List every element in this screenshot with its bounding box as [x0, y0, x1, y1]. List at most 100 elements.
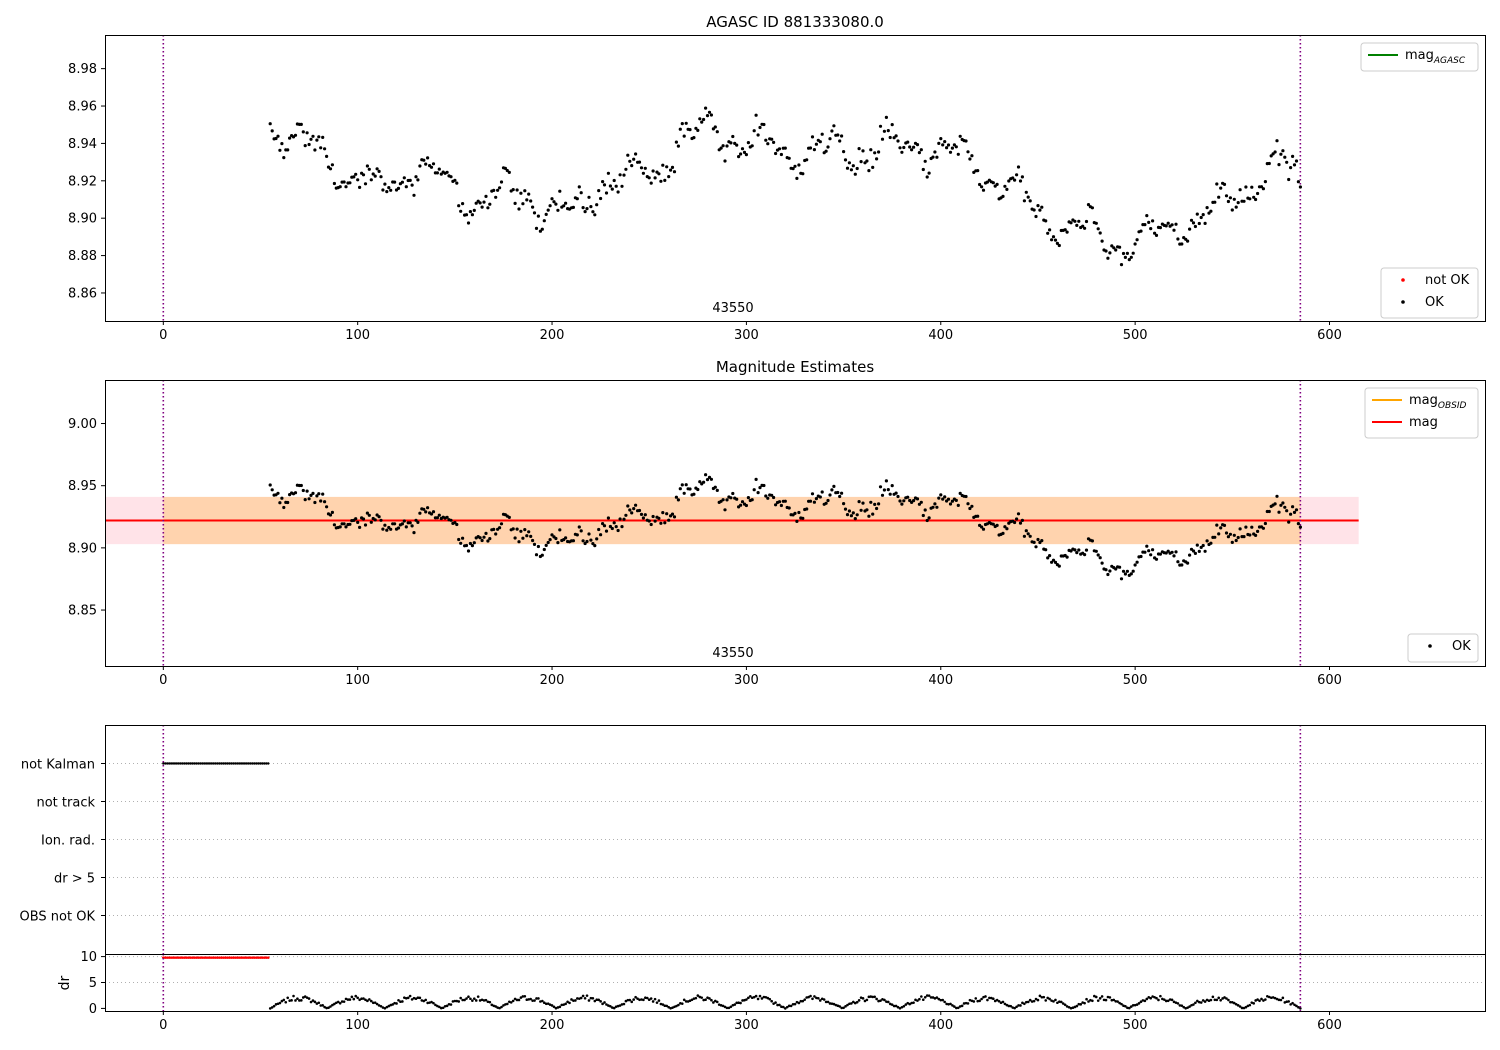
estimate-data-point [1154, 557, 1159, 561]
agasc-data-point [1040, 205, 1044, 209]
agasc-data-point [1001, 194, 1005, 198]
dr-ok-point [900, 1005, 904, 1009]
flag-mark [204, 762, 208, 765]
legend-label: magAGASC [1405, 48, 1466, 66]
estimate-data-point [1172, 554, 1176, 558]
dr-ok-point [566, 1000, 569, 1004]
agasc-data-point [1294, 159, 1299, 163]
estimate-data-point [626, 504, 630, 508]
estimate-data-point [1077, 548, 1081, 552]
legend-point-swatch [1401, 300, 1405, 304]
estimate-data-point [301, 488, 305, 493]
dr-ok-point [564, 1002, 567, 1006]
dr-ok-point [885, 1000, 888, 1003]
dr-ok-point [1166, 999, 1170, 1003]
estimate-data-point [330, 510, 334, 514]
agasc-data-point [579, 191, 583, 195]
x-tick-label-p0: 600 [1317, 328, 1342, 343]
estimate-data-point [550, 533, 554, 537]
dr-ok-point [649, 997, 653, 1000]
estimate-data-point [1098, 556, 1102, 560]
agasc-data-point [480, 205, 484, 209]
estimate-data-point [1158, 552, 1162, 556]
agasc-data-point [878, 124, 883, 128]
flag-mark [232, 762, 235, 765]
agasc-data-point [1077, 219, 1081, 223]
agasc-data-point [466, 221, 471, 225]
dr-ok-point [445, 1004, 449, 1008]
agasc-data-point [906, 140, 910, 144]
y-tick-label-p1: 8.95 [68, 479, 97, 494]
agasc-data-point [344, 185, 348, 189]
agasc-data-point [1224, 194, 1229, 198]
agasc-data-point [311, 134, 315, 138]
dr-ok-point [739, 1001, 742, 1005]
flag-mark [177, 762, 181, 765]
agasc-data-point [1296, 180, 1300, 184]
flag-mark [253, 762, 256, 765]
dr-ok-point [1040, 995, 1044, 999]
agasc-data-point [801, 172, 805, 176]
dr-ok-point [918, 997, 921, 1001]
dr-ok-point [541, 999, 544, 1003]
agasc-data-point [931, 155, 935, 159]
estimate-data-point [418, 511, 422, 515]
dr-ok-point [368, 998, 371, 1001]
estimate-data-point [1238, 527, 1242, 531]
estimate-data-point [1234, 538, 1238, 543]
estimate-data-point [676, 498, 681, 502]
agasc-data-point [968, 157, 972, 161]
dr-ok-point [366, 999, 369, 1003]
agasc-data-point [529, 199, 533, 203]
estimate-data-point [1050, 560, 1054, 564]
estimate-data-point [838, 494, 842, 499]
agasc-data-point [669, 168, 673, 172]
dr-ok-point [1215, 998, 1219, 1002]
dr-ok-point [923, 995, 927, 999]
estimate-data-point [1191, 549, 1196, 553]
panel-estimates-title: Magnitude Estimates [716, 358, 874, 376]
dr-ok-point [710, 998, 713, 1002]
dr-ok-point [1168, 998, 1172, 1001]
estimate-data-point [548, 538, 552, 542]
estimate-data-point [303, 498, 307, 502]
dr-ok-point [338, 1001, 342, 1005]
dr-ok-point [1085, 997, 1088, 1001]
dr-ok-point [329, 1005, 332, 1008]
dr-ok-point [886, 1000, 890, 1004]
dr-ok-point [976, 999, 980, 1003]
agasc-data-point [1032, 208, 1036, 212]
estimate-data-point [1291, 505, 1295, 509]
dr-ok-point [1194, 1001, 1197, 1005]
agasc-data-point [663, 178, 667, 182]
agasc-data-point [704, 106, 708, 110]
agasc-data-point [299, 122, 303, 126]
agasc-data-point [369, 178, 373, 182]
estimate-data-point [498, 526, 502, 530]
dr-ok-point [776, 1003, 779, 1007]
agasc-data-point [966, 150, 970, 154]
agasc-data-point [1277, 163, 1281, 167]
agasc-data-point [1020, 175, 1024, 179]
dr-ok-point [1102, 998, 1106, 1002]
estimate-data-point [499, 522, 504, 526]
estimate-data-point [1275, 494, 1279, 498]
agasc-data-point [849, 168, 854, 172]
agasc-data-point [439, 172, 443, 176]
agasc-data-point [470, 213, 474, 217]
dr-ok-point [1098, 997, 1102, 1000]
dr-ok-point [1234, 1002, 1238, 1006]
agasc-data-point [925, 175, 929, 179]
estimate-data-point [812, 500, 817, 504]
legend-point-swatch [1401, 278, 1405, 282]
dr-ok-point [432, 1001, 435, 1005]
agasc-data-point [1143, 223, 1147, 227]
estimate-data-point [437, 513, 441, 517]
estimate-data-point [321, 492, 325, 496]
estimate-data-point [1250, 525, 1254, 529]
estimate-data-point [365, 511, 369, 515]
dr-not-ok-point [167, 956, 171, 959]
dr-ok-point [624, 999, 628, 1003]
agasc-data-point [414, 175, 418, 179]
agasc-data-point [756, 133, 760, 137]
